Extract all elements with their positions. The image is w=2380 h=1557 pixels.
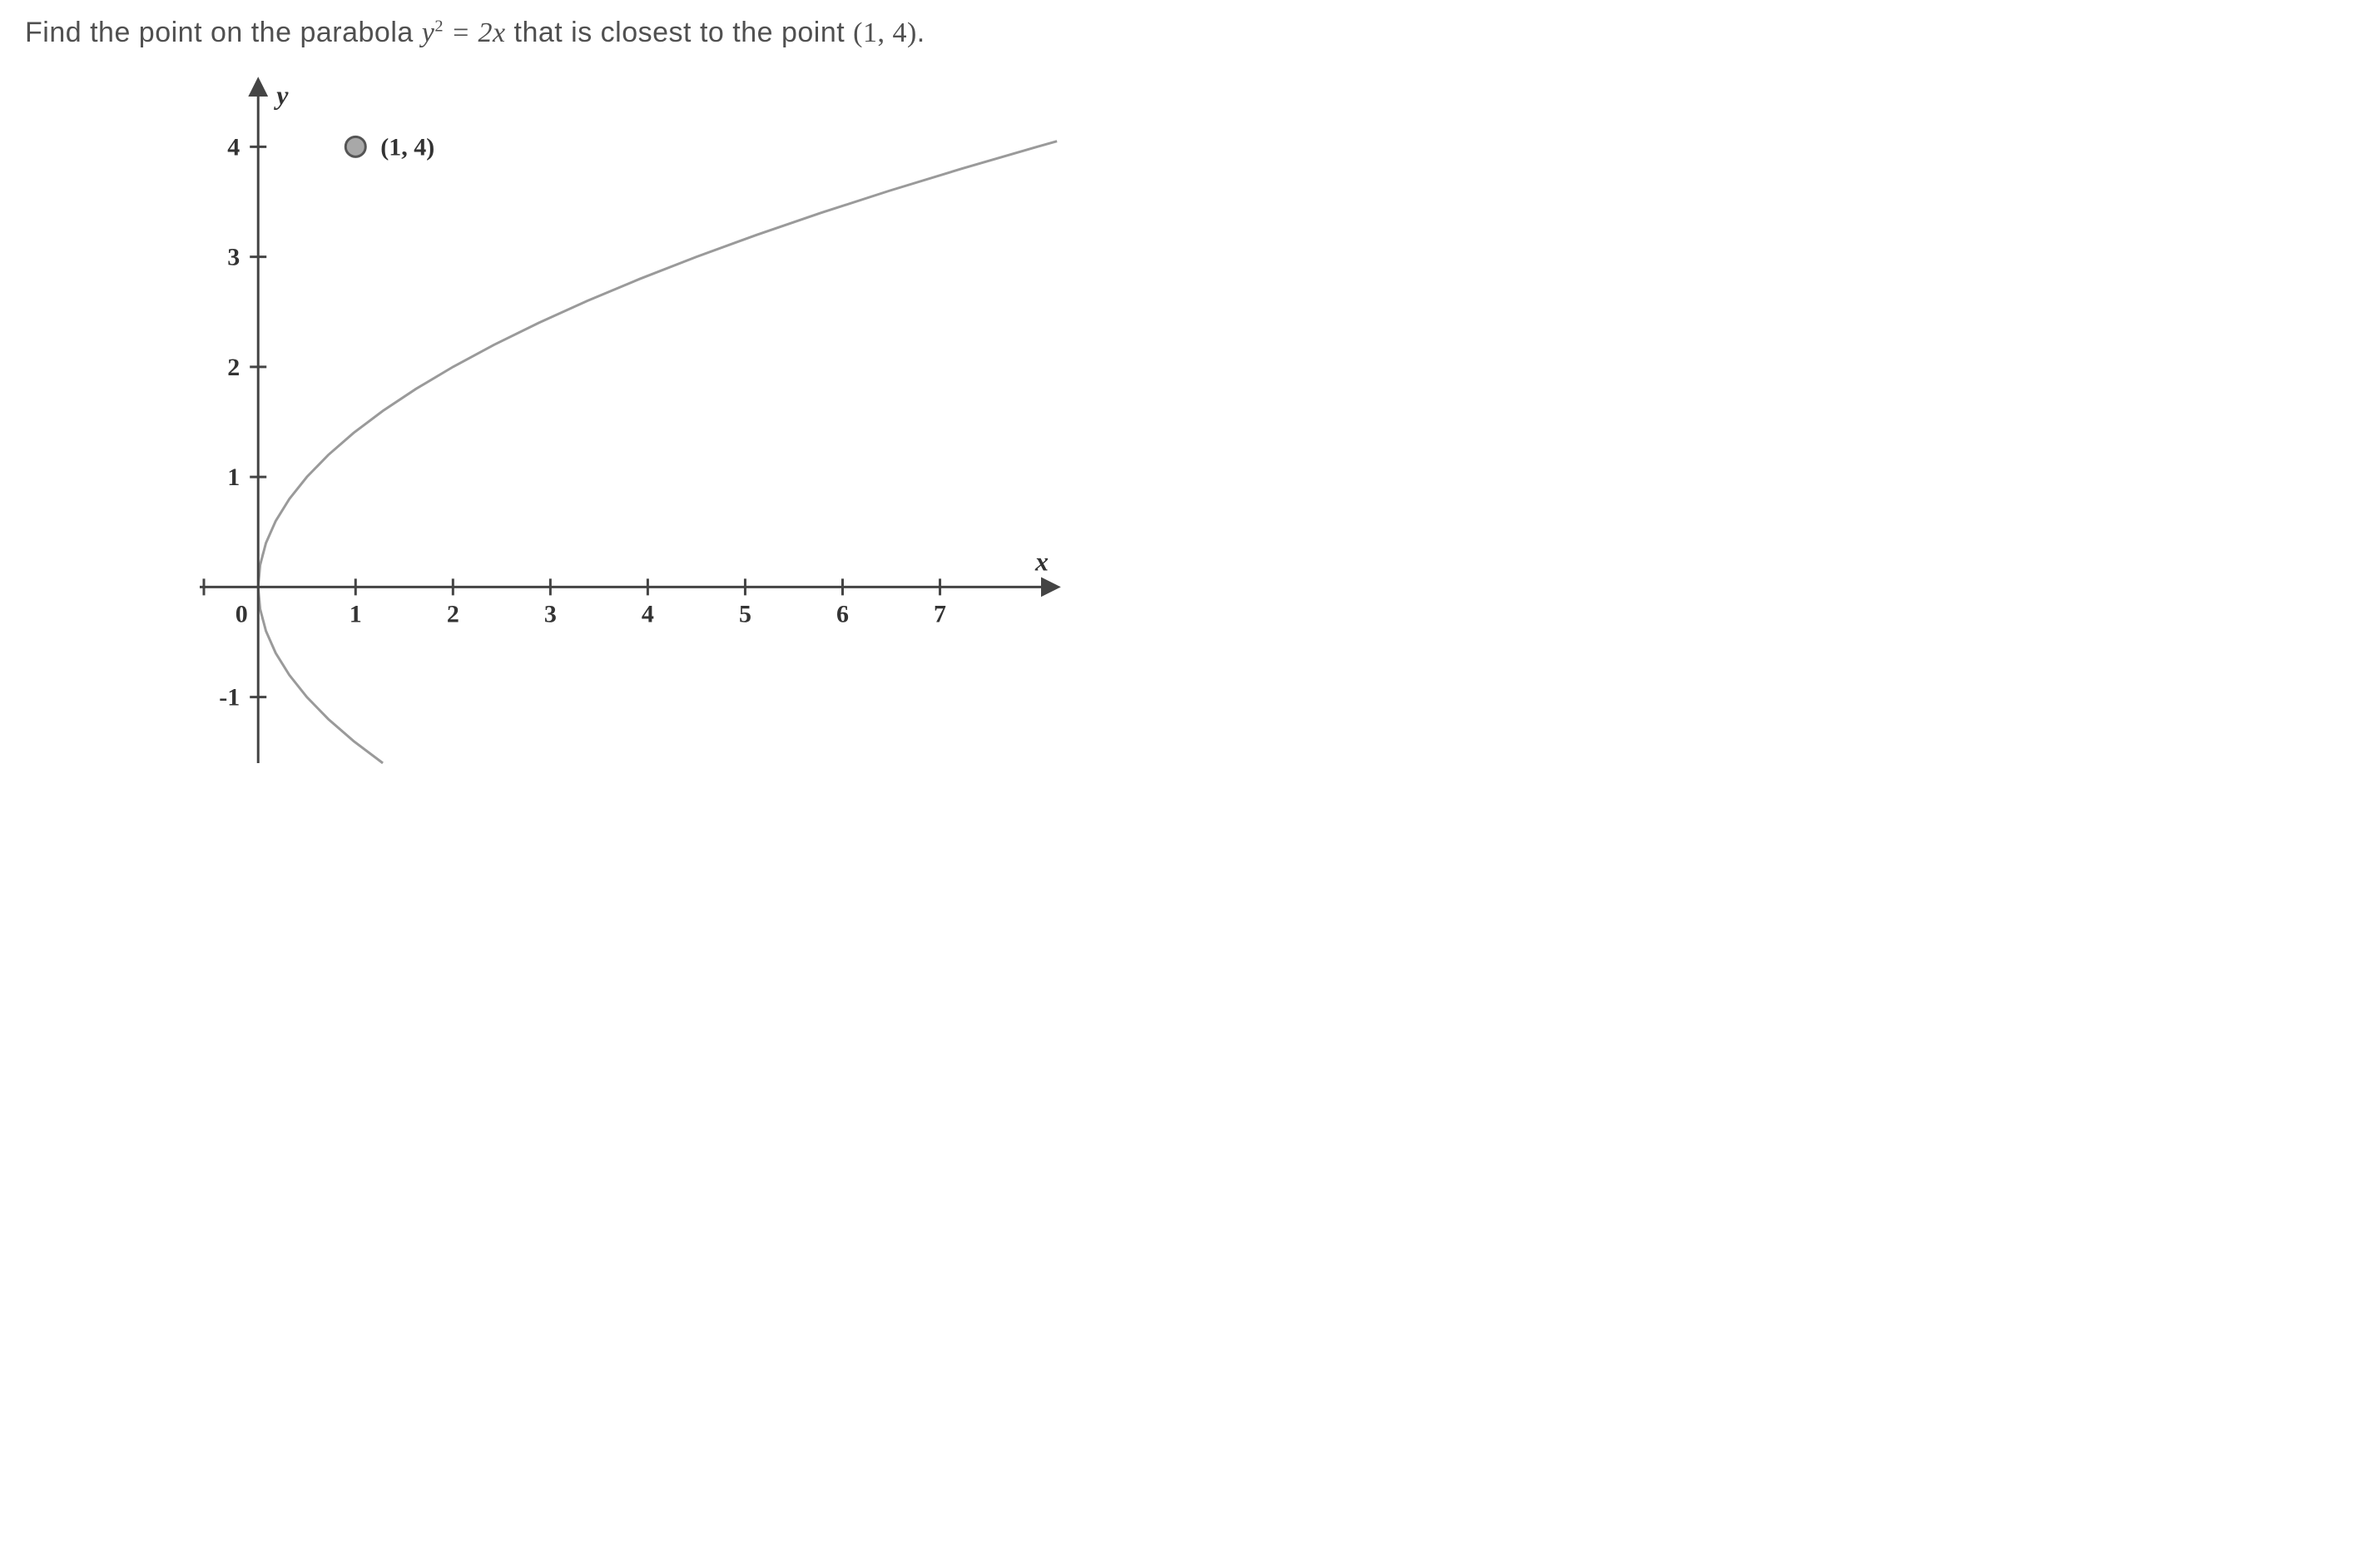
problem-suffix: . <box>917 17 925 48</box>
parabola-chart: 0 1 2 3 4 5 6 7 -1 1 2 3 4 x y (1, 4) <box>125 64 1090 788</box>
target-point <box>345 136 365 156</box>
y-axis-title: y <box>273 80 289 110</box>
eq-mid: = 2 <box>444 17 493 48</box>
x-tick-label: 5 <box>739 600 751 627</box>
y-tick-label: 2 <box>227 354 240 381</box>
x-axis-title: x <box>1034 546 1049 576</box>
chart-container: 0 1 2 3 4 5 6 7 -1 1 2 3 4 x y (1, 4) <box>125 64 2355 788</box>
y-tick-label: -1 <box>219 684 240 712</box>
x-tick-label: 6 <box>836 600 849 627</box>
problem-middle: that is closest to the point <box>506 17 854 48</box>
x-tick-label: 1 <box>350 600 362 627</box>
y-tick-label: 3 <box>227 244 240 271</box>
parabola-curve <box>258 141 1057 763</box>
origin-label: 0 <box>236 600 248 627</box>
x-tick-label: 2 <box>447 600 459 627</box>
y-tick-label: 4 <box>227 133 240 161</box>
eq-rhs-var: x <box>493 17 506 48</box>
target-point-label: (1, 4) <box>380 133 434 161</box>
y-tick-label: 1 <box>227 464 240 491</box>
problem-prefix: Find the point on the parabola <box>25 17 422 48</box>
x-tick-label: 3 <box>544 600 557 627</box>
x-tick-label: 7 <box>934 600 946 627</box>
eq-lhs-exp: 2 <box>434 17 444 36</box>
x-tick-label: 4 <box>642 600 654 627</box>
problem-statement: Find the point on the parabola y2 = 2x t… <box>25 17 2355 49</box>
eq-lhs-var: y <box>422 17 435 48</box>
problem-point: (1, 4) <box>853 17 917 48</box>
